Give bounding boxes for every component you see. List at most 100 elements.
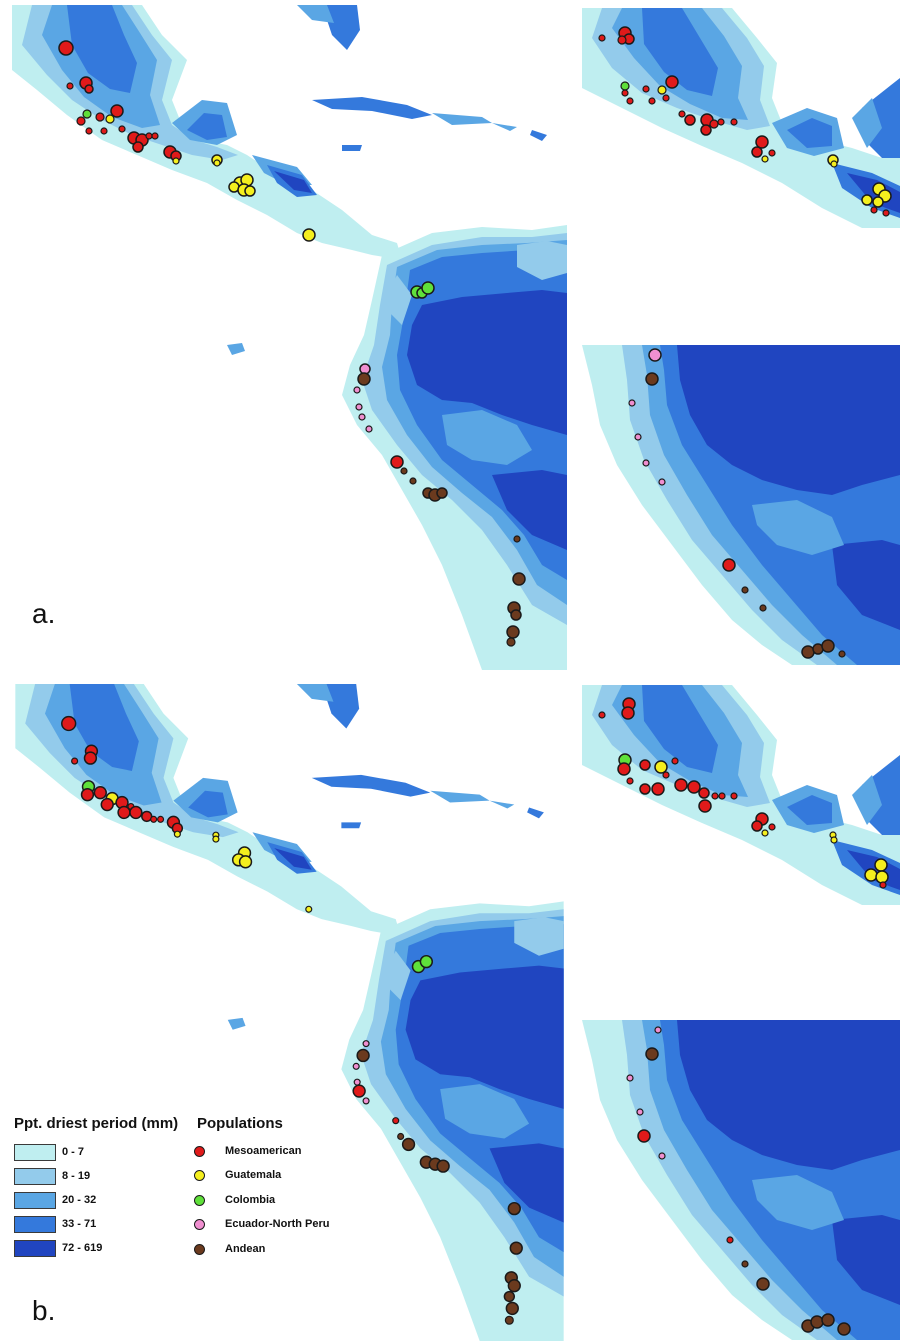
- point-mesoamerican: [598, 34, 606, 42]
- point-mesoamerican: [61, 715, 77, 732]
- point-andean: [506, 625, 520, 639]
- point-andean: [512, 572, 526, 586]
- precip-bin-72-619: 72 - 619: [14, 1238, 102, 1258]
- point-guatemala: [874, 858, 888, 872]
- point-guatemala: [238, 855, 253, 869]
- point-mesoamerican: [662, 771, 670, 779]
- point-mesoamerican: [83, 751, 98, 765]
- point-ecuador-north-peru: [355, 403, 363, 411]
- point-mesoamerican: [95, 112, 105, 122]
- point-mesoamerican: [621, 706, 635, 720]
- population-label: Ecuador-North Peru: [225, 1218, 330, 1230]
- point-guatemala: [875, 870, 889, 884]
- point-andean: [400, 467, 408, 475]
- population-guatemala: Guatemala: [194, 1165, 281, 1185]
- point-andean: [741, 1260, 749, 1268]
- point-ecuador-north-peru: [658, 478, 666, 486]
- point-guatemala: [654, 760, 668, 774]
- point-mesoamerican: [58, 40, 74, 56]
- population-marker: [194, 1169, 205, 1181]
- point-andean: [759, 604, 767, 612]
- point-ecuador-north-peru: [353, 1078, 361, 1086]
- population-andean: Andean: [194, 1239, 265, 1259]
- point-mesoamerican: [700, 124, 712, 136]
- population-label: Mesoamerican: [225, 1145, 302, 1157]
- point-ecuador-north-peru: [358, 413, 366, 421]
- point-mesoamerican: [879, 881, 887, 889]
- point-mesoamerican: [639, 759, 651, 771]
- population-colombia: Colombia: [194, 1190, 275, 1210]
- point-andean: [357, 372, 371, 386]
- point-mesoamerican: [709, 119, 719, 129]
- point-mesoamerican: [637, 1129, 651, 1143]
- point-andean: [801, 645, 815, 659]
- precip-bin-0-7: 0 - 7: [14, 1142, 84, 1162]
- precip-bin-label: 33 - 71: [62, 1218, 97, 1230]
- point-andean: [401, 1137, 416, 1152]
- point-guatemala: [305, 905, 313, 913]
- point-guatemala: [244, 185, 256, 197]
- point-mesoamerican: [141, 810, 153, 823]
- panel-b-inset-andes: [582, 1020, 900, 1340]
- point-mesoamerican: [145, 132, 153, 140]
- point-ecuador-north-peru: [352, 1062, 360, 1070]
- point-andean: [510, 609, 522, 621]
- point-mesoamerican: [352, 1084, 366, 1098]
- point-andean: [645, 1047, 659, 1061]
- population-marker: [194, 1145, 205, 1157]
- point-mesoamerican: [768, 823, 776, 831]
- point-mesoamerican: [71, 757, 79, 765]
- precip-bin-label: 0 - 7: [62, 1146, 85, 1158]
- population-points: [61, 715, 523, 1325]
- population-label: Guatemala: [225, 1169, 282, 1181]
- point-andean: [741, 586, 749, 594]
- population-points: [598, 26, 892, 217]
- point-mesoamerican: [85, 127, 93, 135]
- point-guatemala: [105, 114, 115, 124]
- point-guatemala: [761, 829, 769, 837]
- point-andean: [507, 1201, 521, 1216]
- point-ecuador-north-peru: [365, 425, 373, 433]
- point-colombia: [421, 281, 435, 295]
- point-mesoamerican: [665, 75, 679, 89]
- point-mesoamerican: [100, 127, 108, 135]
- point-andean: [397, 1132, 405, 1141]
- precip-bin-33-71: 33 - 71: [14, 1214, 96, 1234]
- point-guatemala: [212, 835, 220, 843]
- map-legend: Ppt. driest period (mm) Populations 0 - …: [14, 1115, 414, 1265]
- population-marker: [194, 1194, 205, 1206]
- point-mesoamerican: [80, 787, 95, 802]
- point-guatemala: [213, 159, 221, 167]
- population-points: [628, 348, 846, 659]
- point-ecuador-north-peru: [636, 1108, 644, 1116]
- point-mesoamerican: [100, 797, 114, 812]
- point-mesoamerican: [110, 104, 124, 118]
- point-mesoamerican: [751, 820, 763, 832]
- point-mesoamerican: [598, 711, 606, 719]
- point-guatemala: [830, 836, 838, 844]
- point-andean: [409, 477, 417, 485]
- point-mesoamerican: [66, 82, 74, 90]
- panel-a-inset-andes: [582, 345, 900, 665]
- point-mesoamerican: [626, 777, 634, 785]
- point-andean: [509, 1241, 523, 1255]
- population-points: [58, 40, 526, 647]
- point-mesoamerican: [93, 786, 107, 800]
- point-guatemala: [173, 830, 181, 838]
- point-andean: [645, 372, 659, 386]
- point-mesoamerican: [84, 84, 94, 94]
- point-guatemala: [872, 196, 884, 208]
- point-mesoamerican: [726, 1236, 734, 1244]
- point-ecuador-north-peru: [648, 348, 662, 362]
- point-ecuador-north-peru: [654, 1026, 662, 1034]
- point-andean: [513, 535, 521, 543]
- point-mesoamerican: [651, 782, 665, 796]
- point-guatemala: [761, 155, 769, 163]
- point-mesoamerican: [390, 455, 404, 469]
- point-mesoamerican: [151, 132, 159, 140]
- point-mesoamerican: [768, 149, 776, 157]
- point-mesoamerican: [698, 799, 712, 813]
- panel-b-main-map: [15, 684, 564, 1341]
- panel-a-inset-mexico: [582, 8, 900, 228]
- point-guatemala: [172, 157, 180, 165]
